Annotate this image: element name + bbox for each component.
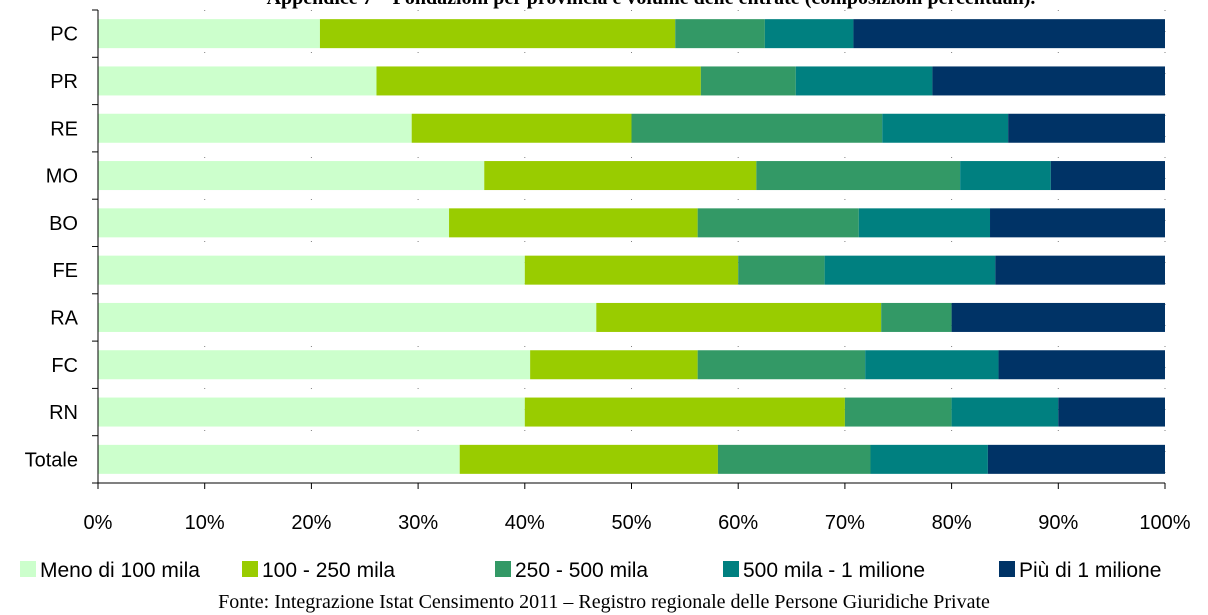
category-labels: PC PR RE MO BO FE RA FC RN Totale — [25, 24, 79, 472]
bar-segment — [459, 444, 718, 474]
legend-label: 250 - 500 mila — [515, 559, 648, 582]
bar-segment — [98, 113, 412, 143]
bar-segment — [411, 113, 632, 143]
category-label: RA — [50, 307, 78, 329]
bar-segment — [98, 161, 485, 191]
axes — [92, 9, 1166, 489]
bar-segment — [98, 397, 525, 427]
x-tick-label: 20% — [291, 512, 331, 534]
bar-segment — [700, 66, 796, 96]
bar-segment — [98, 302, 597, 332]
category-label: MO — [46, 166, 78, 188]
bar-segment — [960, 161, 1051, 191]
bar-segment — [697, 208, 859, 238]
bar-segment — [717, 444, 871, 474]
legend: Meno di 100 mila 100 - 250 mila 250 - 500 … — [20, 559, 1161, 582]
bar-segment — [98, 19, 320, 49]
bar-segment — [738, 255, 825, 285]
legend-label: Meno di 100 mila — [40, 559, 200, 582]
x-tick-label: 70% — [825, 512, 865, 534]
bar-segment — [98, 66, 377, 96]
bar-segment — [376, 66, 701, 96]
x-tick-label: 0% — [84, 512, 113, 534]
bar-segment — [932, 66, 1165, 96]
legend-swatch — [242, 561, 258, 577]
bar-segment — [98, 255, 525, 285]
legend-swatch — [495, 561, 511, 577]
bar-segment — [995, 255, 1165, 285]
x-tick-label: 90% — [1038, 512, 1078, 534]
x-tick-label: 40% — [505, 512, 545, 534]
source-note: Fonte: Integrazione Istat Censimento 201… — [218, 591, 990, 613]
bar-segment — [951, 302, 1165, 332]
bars — [98, 19, 1165, 474]
bar-segment — [98, 444, 460, 474]
bar-segment — [631, 113, 883, 143]
x-tick-label: 30% — [398, 512, 438, 534]
bar-segment — [98, 350, 531, 380]
legend-label: 500 mila - 1 milione — [743, 559, 925, 582]
bar-segment — [530, 350, 698, 380]
bar-segment — [853, 19, 1165, 49]
x-tick-label: 10% — [185, 512, 225, 534]
bar-segment — [795, 66, 933, 96]
bar-segment — [881, 302, 952, 332]
legend-swatch — [999, 561, 1015, 577]
bar-segment — [756, 161, 961, 191]
bar-segment — [675, 19, 765, 49]
category-label: RN — [49, 402, 78, 424]
bar-segment — [484, 161, 757, 191]
bar-segment — [1008, 113, 1165, 143]
x-tick-label: 80% — [932, 512, 972, 534]
x-tick-label: 100% — [1139, 512, 1190, 534]
category-label: RE — [50, 118, 78, 140]
bar-segment — [524, 255, 739, 285]
bar-segment — [1050, 161, 1165, 191]
category-label: PC — [50, 24, 78, 46]
category-label: PR — [50, 71, 78, 93]
x-tick-labels: 0% 10% 20% 30% 40% 50% 60% 70% 80% 90% 100% — [84, 512, 1191, 534]
bar-segment — [858, 208, 991, 238]
bar-segment — [870, 444, 988, 474]
bar-segment — [998, 350, 1165, 380]
bar-segment — [824, 255, 996, 285]
chart-title: Appendice 7 – Fondazioni per provincia e… — [267, 0, 1036, 9]
bar-segment — [98, 208, 450, 238]
x-tick-label: 60% — [718, 512, 758, 534]
bar-segment — [319, 19, 676, 49]
bar-segment — [697, 350, 866, 380]
category-label: FC — [51, 355, 78, 377]
bar-segment — [844, 397, 952, 427]
bar-segment — [882, 113, 1009, 143]
bar-segment — [524, 397, 845, 427]
legend-swatch — [723, 561, 739, 577]
bar-segment — [1058, 397, 1165, 427]
bar-segment — [865, 350, 999, 380]
bar-segment — [764, 19, 854, 49]
bar-segment — [990, 208, 1165, 238]
category-label: FE — [52, 260, 78, 282]
legend-label: Più di 1 milione — [1019, 559, 1161, 582]
x-tick-label: 50% — [611, 512, 651, 534]
bar-segment — [987, 444, 1165, 474]
bar-segment — [951, 397, 1059, 427]
category-label: Totale — [25, 449, 78, 471]
legend-label: 100 - 250 mila — [262, 559, 395, 582]
legend-swatch — [20, 561, 36, 577]
bar-segment — [596, 302, 882, 332]
bar-segment — [449, 208, 698, 238]
category-label: BO — [49, 213, 78, 235]
